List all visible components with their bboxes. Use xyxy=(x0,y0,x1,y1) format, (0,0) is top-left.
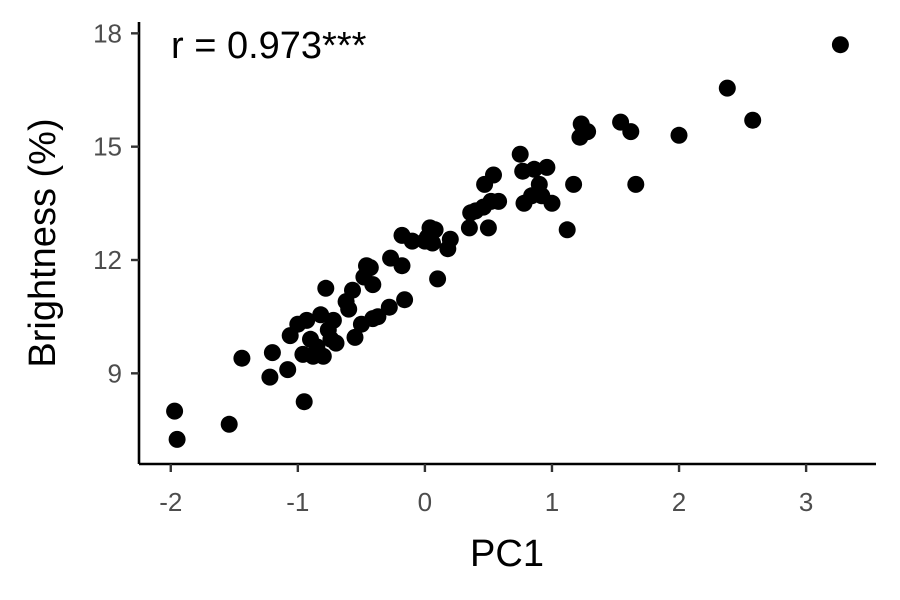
data-point xyxy=(314,347,332,365)
data-point xyxy=(490,192,508,210)
data-point xyxy=(220,415,238,433)
data-point xyxy=(261,368,279,386)
data-point xyxy=(565,175,583,193)
x-axis-title: PC1 xyxy=(470,533,544,575)
data-point xyxy=(538,158,556,176)
x-tick-label: 1 xyxy=(545,487,559,517)
data-point xyxy=(344,281,361,299)
y-ticks: 9 12 15 18 xyxy=(93,18,139,388)
data-point xyxy=(558,221,576,239)
data-point xyxy=(380,298,398,316)
data-point xyxy=(479,219,497,237)
data-point xyxy=(279,361,297,379)
x-tick-label: 0 xyxy=(418,487,432,517)
data-point xyxy=(718,79,736,97)
data-point xyxy=(622,123,640,141)
data-point xyxy=(485,166,502,184)
data-point xyxy=(670,126,688,144)
y-axis-title: Brightness (%) xyxy=(22,118,64,367)
data-point xyxy=(166,402,184,420)
data-point xyxy=(511,145,529,163)
data-point xyxy=(364,276,382,294)
data-point xyxy=(295,393,313,411)
x-tick-label: 3 xyxy=(799,487,813,517)
data-point xyxy=(579,123,597,141)
data-point xyxy=(429,270,447,288)
data-point xyxy=(424,234,441,252)
data-point xyxy=(460,219,478,237)
data-point xyxy=(396,291,414,309)
points-layer xyxy=(166,36,849,448)
data-point xyxy=(340,300,358,318)
data-point xyxy=(263,344,281,362)
data-point xyxy=(369,308,387,326)
data-point xyxy=(298,311,316,329)
data-point xyxy=(317,279,335,297)
data-point xyxy=(831,36,849,54)
y-tick-label: 9 xyxy=(108,358,122,388)
y-tick-label: 12 xyxy=(93,245,122,275)
data-point xyxy=(525,160,543,178)
data-point xyxy=(426,221,444,239)
correlation-annotation: r = 0.973*** xyxy=(171,25,367,67)
data-point xyxy=(324,311,342,329)
x-tick-label: 2 xyxy=(672,487,686,517)
data-point xyxy=(393,257,411,275)
y-tick-label: 18 xyxy=(93,18,122,48)
data-point xyxy=(233,349,251,367)
x-ticks: -2 -1 0 1 2 3 xyxy=(159,464,813,517)
data-point xyxy=(327,334,345,352)
data-point xyxy=(744,111,762,129)
data-point xyxy=(168,430,186,448)
data-point xyxy=(543,194,561,212)
data-point xyxy=(361,259,379,277)
data-point xyxy=(441,230,459,248)
x-tick-label: -1 xyxy=(286,487,309,517)
data-point xyxy=(346,328,364,346)
x-tick-label: -2 xyxy=(159,487,182,517)
y-tick-label: 15 xyxy=(93,132,122,162)
data-point xyxy=(403,232,421,250)
data-point xyxy=(627,175,645,193)
data-point xyxy=(312,306,330,324)
